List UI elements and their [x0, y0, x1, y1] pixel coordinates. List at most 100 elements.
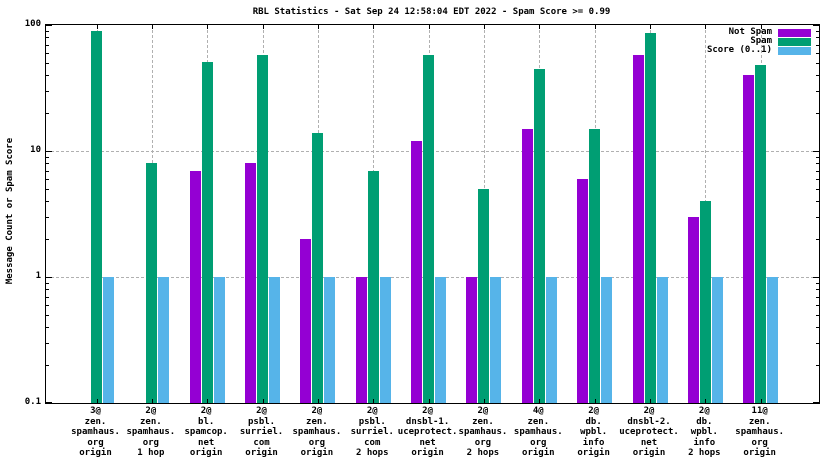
- y-minor-tick-right: [816, 90, 819, 92]
- bar-score-0-1-: [379, 277, 391, 403]
- y-minor-tick-left: [46, 201, 49, 203]
- x-tick-bottom: [594, 399, 596, 403]
- y-major-tick-left: [46, 151, 52, 152]
- y-minor-tick-left: [46, 289, 49, 291]
- x-category-label: 2@ zen. spamhaus. org origin: [292, 406, 342, 458]
- y-minor-tick-left: [46, 178, 49, 180]
- bar-score-0-1-: [269, 277, 281, 403]
- y-minor-tick-left: [46, 62, 49, 64]
- x-tick-top: [317, 25, 319, 29]
- bar-score-0-1-: [324, 277, 336, 403]
- x-tick-top: [594, 25, 596, 29]
- y-minor-tick-right: [816, 282, 819, 284]
- x-category-label: 2@ dnsbl-2. uceprotect. net origin: [619, 406, 679, 458]
- bar-spam: [533, 68, 545, 403]
- bar-not-spam: [466, 277, 478, 403]
- x-tick-top: [483, 25, 485, 29]
- y-minor-tick-right: [816, 44, 819, 46]
- bar-not-spam: [300, 239, 312, 403]
- y-minor-tick-right: [816, 52, 819, 54]
- bar-not-spam: [355, 277, 367, 403]
- bar-spam: [699, 201, 711, 403]
- y-minor-tick-left: [46, 156, 49, 158]
- y-minor-tick-right: [816, 62, 819, 64]
- y-minor-tick-left: [46, 163, 49, 165]
- bar-score-0-1-: [545, 277, 557, 403]
- y-major-tick-left: [46, 277, 52, 278]
- y-minor-tick-left: [46, 304, 49, 306]
- y-minor-tick-left: [46, 327, 49, 329]
- bar-not-spam: [577, 178, 589, 403]
- x-category-label: 2@ psbl. surriel. com origin: [239, 406, 284, 458]
- y-major-tick-right: [813, 402, 819, 403]
- bar-score-0-1-: [158, 277, 170, 403]
- bar-score-0-1-: [435, 277, 447, 403]
- y-minor-tick-left: [46, 170, 49, 172]
- y-minor-tick-left: [46, 282, 49, 284]
- y-major-tick-right: [813, 151, 819, 152]
- y-minor-tick-right: [816, 327, 819, 329]
- y-major-tick-left: [46, 25, 52, 26]
- y-minor-tick-right: [816, 170, 819, 172]
- y-minor-tick-left: [46, 342, 49, 344]
- legend-label: Spam: [750, 36, 772, 46]
- x-category-label: 2@ db. wpbl. info 2 hops: [688, 406, 721, 458]
- y-minor-tick-left: [46, 52, 49, 54]
- x-tick-bottom: [705, 399, 707, 403]
- x-tick-top: [705, 25, 707, 29]
- y-tick-label: 1: [35, 271, 41, 281]
- y-minor-tick-left: [46, 188, 49, 190]
- legend-swatch: [778, 28, 811, 37]
- y-minor-tick-left: [46, 75, 49, 77]
- y-minor-tick-right: [816, 30, 819, 32]
- legend-label: Not Spam: [728, 27, 772, 37]
- x-tick-top: [539, 25, 541, 29]
- bar-spam: [644, 33, 656, 403]
- x-category-label: 2@ psbl. surriel. com 2 hops: [350, 406, 394, 458]
- y-minor-tick-left: [46, 113, 49, 115]
- y-minor-tick-left: [46, 44, 49, 46]
- y-minor-tick-left: [46, 90, 49, 92]
- bar-score-0-1-: [601, 277, 613, 403]
- x-category-label: 3@ zen. spamhaus. org origin: [71, 406, 120, 458]
- bar-not-spam: [632, 54, 644, 403]
- y-tick-label: 100: [24, 19, 41, 29]
- y-minor-tick-right: [816, 156, 819, 158]
- y-minor-tick-left: [46, 365, 49, 367]
- x-tick-bottom: [317, 399, 319, 403]
- x-category-label: 4@ zen. spamhaus. org origin: [513, 406, 563, 458]
- x-tick-bottom: [96, 399, 98, 403]
- y-minor-tick-right: [816, 314, 819, 316]
- x-tick-top: [262, 25, 264, 29]
- legend: Not Spam Spam Score (0..1): [707, 28, 811, 55]
- y-axis-label: Message Count or Spam Score: [5, 137, 15, 285]
- x-tick-bottom: [539, 399, 541, 403]
- y-minor-tick-right: [816, 289, 819, 291]
- bar-spam: [201, 61, 213, 403]
- y-minor-tick-left: [46, 37, 49, 39]
- bar-not-spam: [743, 75, 755, 403]
- x-tick-top: [96, 25, 98, 29]
- chart-title: RBL Statistics - Sat Sep 24 12:58:04 EDT…: [252, 7, 611, 17]
- legend-row: Not Spam: [707, 28, 811, 37]
- y-minor-tick-right: [816, 37, 819, 39]
- y-minor-tick-left: [46, 296, 49, 298]
- y-minor-tick-right: [816, 163, 819, 165]
- bar-not-spam: [687, 216, 699, 403]
- bar-score-0-1-: [656, 277, 668, 403]
- x-tick-top: [650, 25, 651, 29]
- legend-label: Score (0..1): [706, 45, 772, 55]
- y-minor-tick-right: [816, 178, 819, 180]
- y-minor-tick-right: [816, 365, 819, 367]
- bar-not-spam: [245, 163, 257, 403]
- bar-spam: [257, 54, 269, 403]
- bar-spam: [367, 170, 379, 403]
- bar-score-0-1-: [213, 277, 225, 403]
- x-category-label: 2@ zen. spamhaus. org 2 hops: [458, 406, 508, 458]
- bar-spam: [146, 163, 158, 403]
- y-minor-tick-right: [816, 216, 819, 218]
- y-major-tick-right: [813, 277, 819, 278]
- legend-swatch: [778, 46, 811, 55]
- y-major-tick-left: [46, 402, 52, 403]
